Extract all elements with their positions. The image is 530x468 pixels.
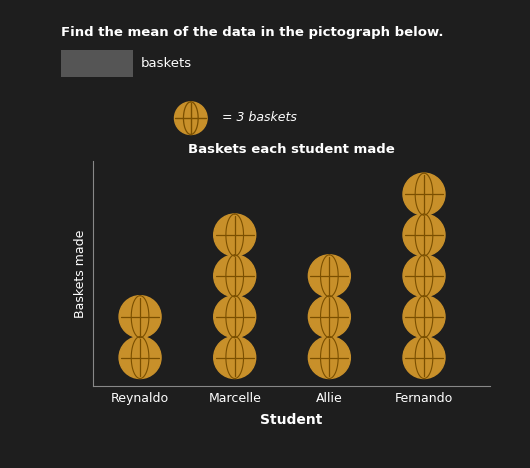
Ellipse shape — [119, 296, 161, 338]
Ellipse shape — [403, 255, 445, 297]
Ellipse shape — [403, 214, 445, 256]
Ellipse shape — [119, 336, 161, 379]
Ellipse shape — [214, 336, 255, 379]
Title: Baskets each student made: Baskets each student made — [188, 143, 395, 156]
Ellipse shape — [403, 173, 445, 215]
Ellipse shape — [403, 336, 445, 379]
Text: baskets: baskets — [140, 57, 191, 70]
Ellipse shape — [214, 214, 255, 256]
Text: Find the mean of the data in the pictograph below.: Find the mean of the data in the pictogr… — [61, 26, 444, 39]
Ellipse shape — [403, 296, 445, 338]
Ellipse shape — [214, 296, 255, 338]
Ellipse shape — [214, 255, 255, 297]
Ellipse shape — [308, 255, 350, 297]
Y-axis label: Baskets made: Baskets made — [74, 230, 87, 318]
Circle shape — [174, 102, 207, 134]
Ellipse shape — [308, 296, 350, 338]
Text: = 3 baskets: = 3 baskets — [222, 111, 296, 124]
Ellipse shape — [308, 336, 350, 379]
X-axis label: Student: Student — [260, 413, 323, 427]
